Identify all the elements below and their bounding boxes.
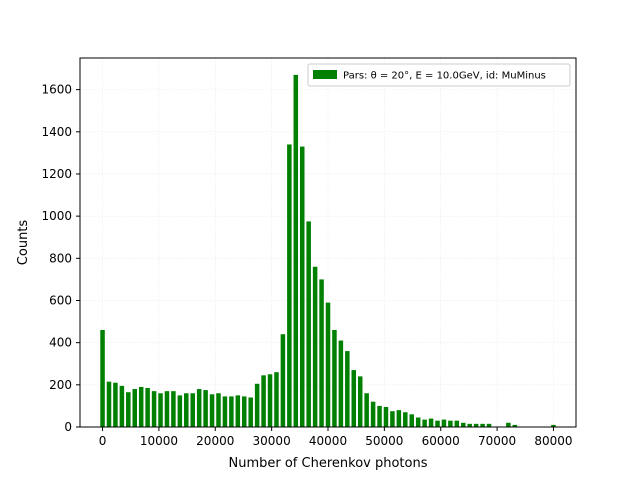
histogram-bar bbox=[164, 391, 170, 427]
histogram-bar bbox=[138, 386, 144, 427]
histogram-bar bbox=[242, 396, 247, 427]
histogram-bar bbox=[145, 387, 150, 427]
x-tick-label: 50000 bbox=[365, 434, 403, 448]
x-tick-label: 20000 bbox=[196, 434, 234, 448]
histogram-bar bbox=[364, 393, 369, 427]
y-axis-ticks: 0 200 400 600 800 1000 1200 1400 1600 bbox=[41, 83, 80, 434]
histogram-bar bbox=[415, 417, 421, 427]
histogram-bar bbox=[448, 420, 453, 427]
histogram-bar bbox=[467, 423, 472, 427]
y-tick-label: 1600 bbox=[41, 83, 72, 97]
histogram-bar bbox=[203, 390, 208, 427]
histogram-bar bbox=[184, 393, 189, 427]
histogram-bar bbox=[409, 414, 414, 427]
histogram-bar bbox=[106, 381, 112, 427]
x-tick-label: 40000 bbox=[309, 434, 347, 448]
histogram-bar bbox=[293, 74, 299, 428]
x-axis-label: Number of Cherenkov photons bbox=[229, 456, 428, 471]
histogram-bar bbox=[151, 391, 157, 427]
histogram-bar bbox=[312, 266, 318, 427]
histogram-bar bbox=[377, 405, 382, 427]
histogram-bar bbox=[190, 393, 195, 427]
histogram-bar bbox=[332, 330, 337, 427]
histogram-bar bbox=[403, 412, 408, 427]
x-tick-label: 0 bbox=[99, 434, 107, 448]
legend-swatch bbox=[313, 70, 337, 79]
histogram-bar bbox=[222, 396, 228, 427]
histogram-bar bbox=[126, 392, 131, 427]
histogram-bar bbox=[351, 370, 357, 427]
histogram-bar bbox=[319, 279, 324, 427]
histogram-bar bbox=[119, 385, 125, 427]
histogram-bar bbox=[512, 424, 518, 427]
histogram-bar bbox=[299, 146, 305, 427]
histogram-bar bbox=[506, 422, 511, 427]
histogram-bar bbox=[261, 375, 266, 427]
histogram-bar bbox=[196, 389, 202, 427]
histogram-bar bbox=[132, 389, 138, 427]
histogram-bar bbox=[422, 419, 427, 427]
histogram-bar bbox=[435, 420, 440, 427]
histogram-bar bbox=[100, 330, 105, 427]
histogram-bar bbox=[441, 419, 447, 427]
histogram-bar bbox=[473, 423, 479, 427]
histogram-bar bbox=[158, 393, 163, 427]
histogram-bar bbox=[551, 424, 556, 427]
histogram-bar bbox=[383, 406, 389, 427]
histogram-bar bbox=[171, 391, 176, 427]
histogram-bar bbox=[287, 144, 292, 428]
histogram-bar bbox=[274, 372, 279, 427]
bars bbox=[100, 74, 556, 428]
histogram-bar bbox=[486, 423, 492, 427]
histogram-bar bbox=[345, 351, 350, 427]
histogram-bar bbox=[235, 395, 241, 427]
histogram-bar bbox=[306, 221, 311, 427]
legend: Pars: θ = 20°, E = 10.0GeV, id: MuMinus bbox=[307, 63, 571, 87]
histogram-bar bbox=[113, 382, 118, 427]
y-tick-label: 1400 bbox=[41, 125, 72, 139]
histogram-bar bbox=[480, 423, 485, 427]
y-tick-label: 600 bbox=[49, 293, 72, 307]
y-tick-label: 800 bbox=[49, 251, 72, 265]
histogram-bar bbox=[216, 393, 221, 427]
histogram-bar bbox=[390, 411, 395, 427]
histogram-bar bbox=[254, 383, 260, 427]
x-tick-label: 60000 bbox=[422, 434, 460, 448]
y-axis-label: Counts bbox=[16, 220, 31, 266]
x-tick-label: 30000 bbox=[253, 434, 291, 448]
histogram-bar bbox=[396, 410, 402, 427]
histogram-bar bbox=[338, 340, 344, 427]
y-tick-label: 0 bbox=[64, 420, 72, 434]
x-tick-label: 70000 bbox=[478, 434, 516, 448]
histogram-bar bbox=[248, 397, 253, 427]
y-tick-label: 200 bbox=[49, 378, 72, 392]
grid-lines bbox=[80, 58, 576, 428]
histogram-bar bbox=[461, 422, 466, 427]
y-tick-label: 400 bbox=[49, 336, 72, 350]
y-tick-label: 1000 bbox=[41, 209, 72, 223]
legend-box bbox=[307, 63, 571, 87]
histogram-bar bbox=[267, 374, 273, 427]
histogram-bar bbox=[229, 396, 234, 427]
histogram-bar bbox=[280, 334, 286, 427]
histogram-bar bbox=[209, 394, 215, 427]
x-tick-label: 80000 bbox=[534, 434, 572, 448]
legend-label: Pars: θ = 20°, E = 10.0GeV, id: MuMinus bbox=[343, 71, 546, 82]
histogram-bar bbox=[454, 420, 460, 427]
x-axis-ticks: 0 10000 20000 30000 40000 50000 60000 70000 8000… bbox=[99, 427, 573, 448]
histogram-bar bbox=[428, 418, 434, 427]
histogram-bar bbox=[370, 401, 376, 427]
histogram-bar bbox=[177, 395, 183, 427]
x-tick-label: 10000 bbox=[140, 434, 178, 448]
histogram-bar bbox=[357, 376, 363, 427]
y-tick-label: 1200 bbox=[41, 167, 72, 181]
histogram-bar bbox=[325, 302, 331, 427]
